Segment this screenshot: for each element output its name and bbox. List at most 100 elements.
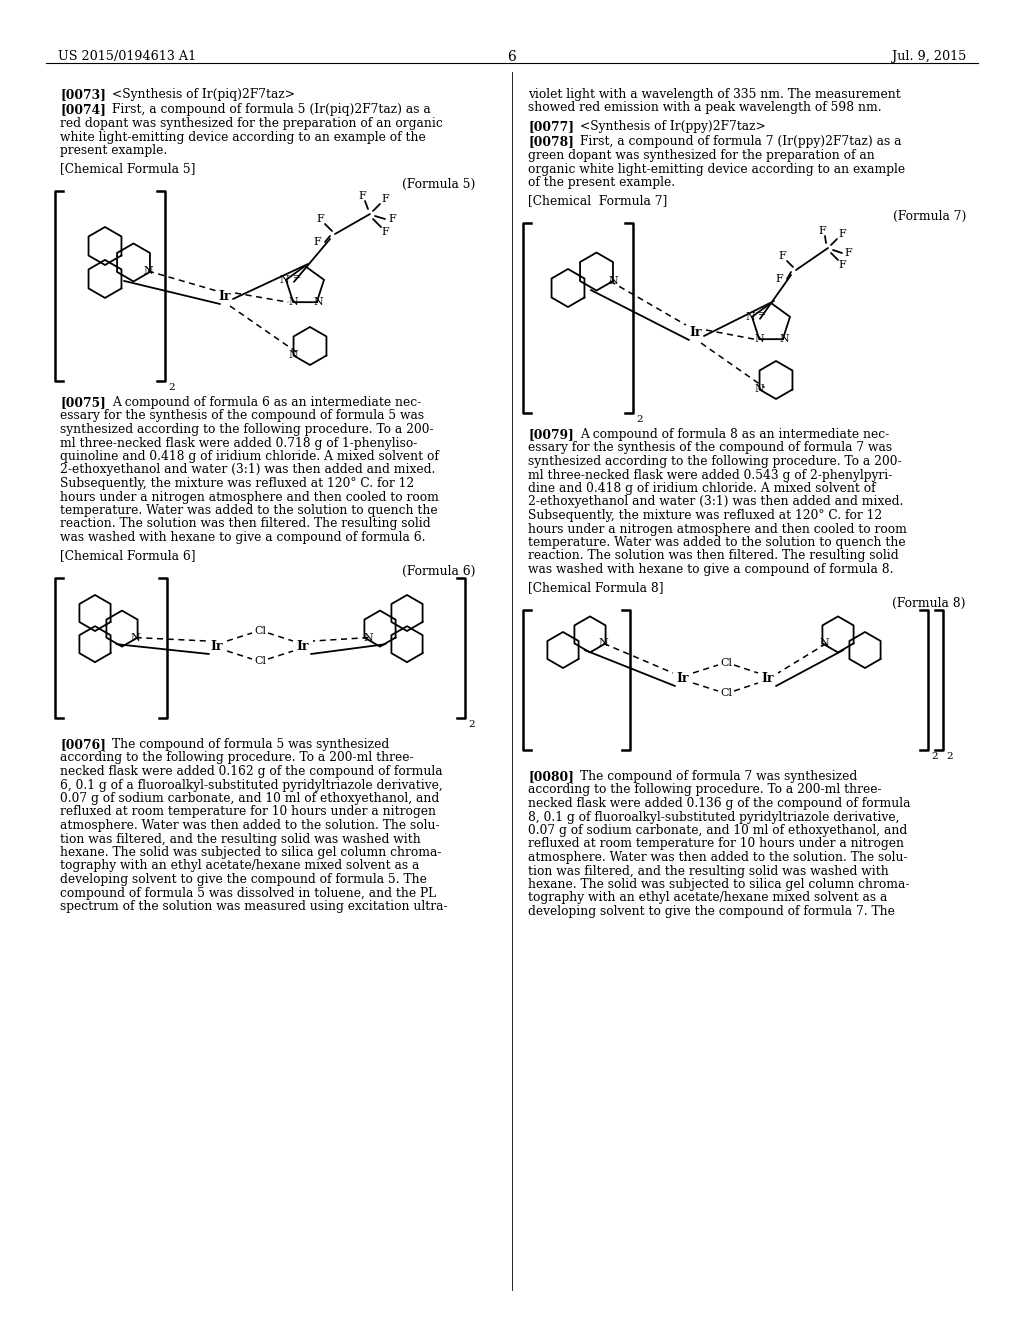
Text: 6, 0.1 g of a fluoroalkyl-substituted pyridyltriazole derivative,: 6, 0.1 g of a fluoroalkyl-substituted py… — [60, 779, 442, 792]
Text: First, a compound of formula 7 (Ir(ppy)2F7taz) as a: First, a compound of formula 7 (Ir(ppy)2… — [580, 136, 901, 149]
Text: atmosphere. Water was then added to the solution. The solu-: atmosphere. Water was then added to the … — [528, 851, 907, 865]
Text: developing solvent to give the compound of formula 5. The: developing solvent to give the compound … — [60, 873, 427, 886]
Text: [0078]: [0078] — [528, 136, 573, 149]
Text: =: = — [758, 310, 766, 319]
Text: F: F — [381, 227, 389, 238]
Text: 2: 2 — [636, 414, 643, 424]
Text: N: N — [143, 265, 153, 276]
Text: First, a compound of formula 5 (Ir(piq)2F7taz) as a: First, a compound of formula 5 (Ir(piq)2… — [112, 103, 431, 116]
Text: [0076]: [0076] — [60, 738, 105, 751]
Text: Ir: Ir — [219, 289, 231, 302]
Text: showed red emission with a peak wavelength of 598 nm.: showed red emission with a peak waveleng… — [528, 102, 882, 115]
Text: 2-ethoxyethanol and water (3:1) was then added and mixed.: 2-ethoxyethanol and water (3:1) was then… — [528, 495, 903, 508]
Text: hexane. The solid was subjected to silica gel column chroma-: hexane. The solid was subjected to silic… — [60, 846, 441, 859]
Text: Subsequently, the mixture was refluxed at 120° C. for 12: Subsequently, the mixture was refluxed a… — [528, 510, 883, 521]
Text: was washed with hexane to give a compound of formula 8.: was washed with hexane to give a compoun… — [528, 564, 894, 576]
Text: Ir: Ir — [677, 672, 689, 685]
Text: hours under a nitrogen atmosphere and then cooled to room: hours under a nitrogen atmosphere and th… — [528, 523, 907, 536]
Text: Cl: Cl — [254, 626, 266, 636]
Text: necked flask were added 0.162 g of the compound of formula: necked flask were added 0.162 g of the c… — [60, 766, 442, 777]
Text: white light-emitting device according to an example of the: white light-emitting device according to… — [60, 131, 426, 144]
Text: Subsequently, the mixture was refluxed at 120° C. for 12: Subsequently, the mixture was refluxed a… — [60, 477, 415, 490]
Text: F: F — [381, 194, 389, 205]
Text: [Chemical  Formula 7]: [Chemical Formula 7] — [528, 194, 668, 207]
Text: N: N — [314, 297, 324, 308]
Text: tion was filtered, and the resulting solid was washed with: tion was filtered, and the resulting sol… — [60, 833, 421, 846]
Text: The compound of formula 7 was synthesized: The compound of formula 7 was synthesize… — [580, 770, 857, 783]
Text: (Formula 8): (Formula 8) — [893, 597, 966, 610]
Text: 2: 2 — [168, 383, 175, 392]
Text: 2: 2 — [946, 752, 952, 762]
Text: F: F — [838, 228, 846, 239]
Text: A compound of formula 6 as an intermediate nec-: A compound of formula 6 as an intermedia… — [112, 396, 421, 409]
Text: 2: 2 — [468, 719, 475, 729]
Text: Cl: Cl — [254, 656, 266, 667]
Text: (Formula 5): (Formula 5) — [401, 178, 475, 191]
Text: 2: 2 — [931, 752, 938, 762]
Text: synthesized according to the following procedure. To a 200-: synthesized according to the following p… — [528, 455, 901, 469]
Text: spectrum of the solution was measured using excitation ultra-: spectrum of the solution was measured us… — [60, 900, 447, 913]
Text: <Synthesis of Ir(piq)2F7taz>: <Synthesis of Ir(piq)2F7taz> — [112, 88, 295, 102]
Text: [0074]: [0074] — [60, 103, 105, 116]
Text: according to the following procedure. To a 200-ml three-: according to the following procedure. To… — [528, 784, 882, 796]
Text: [Chemical Formula 8]: [Chemical Formula 8] — [528, 582, 664, 594]
Text: reaction. The solution was then filtered. The resulting solid: reaction. The solution was then filtered… — [528, 549, 899, 562]
Text: 8, 0.1 g of fluoroalkyl-substituted pyridyltriazole derivative,: 8, 0.1 g of fluoroalkyl-substituted pyri… — [528, 810, 899, 824]
Text: F: F — [388, 214, 396, 224]
Text: [0077]: [0077] — [528, 120, 574, 133]
Text: essary for the synthesis of the compound of formula 5 was: essary for the synthesis of the compound… — [60, 409, 424, 422]
Text: according to the following procedure. To a 200-ml three-: according to the following procedure. To… — [60, 751, 414, 764]
Text: US 2015/0194613 A1: US 2015/0194613 A1 — [58, 50, 197, 63]
Text: tography with an ethyl acetate/hexane mixed solvent as a: tography with an ethyl acetate/hexane mi… — [528, 891, 888, 904]
Text: ml three-necked flask were added 0.718 g of 1-phenyliso-: ml three-necked flask were added 0.718 g… — [60, 437, 418, 450]
Text: Ir: Ir — [297, 639, 309, 652]
Text: N: N — [780, 334, 790, 345]
Text: N: N — [364, 632, 374, 643]
Text: dine and 0.418 g of iridium chloride. A mixed solvent of: dine and 0.418 g of iridium chloride. A … — [528, 482, 876, 495]
Text: Cl: Cl — [720, 657, 732, 668]
Text: reaction. The solution was then filtered. The resulting solid: reaction. The solution was then filtered… — [60, 517, 431, 531]
Text: synthesized according to the following procedure. To a 200-: synthesized according to the following p… — [60, 422, 433, 436]
Text: green dopant was synthesized for the preparation of an: green dopant was synthesized for the pre… — [528, 149, 874, 162]
Text: N: N — [131, 632, 140, 643]
Text: 2-ethoxyethanol and water (3:1) was then added and mixed.: 2-ethoxyethanol and water (3:1) was then… — [60, 463, 435, 477]
Text: F: F — [818, 226, 826, 236]
Text: Jul. 9, 2015: Jul. 9, 2015 — [892, 50, 966, 63]
Text: present example.: present example. — [60, 144, 167, 157]
Text: [Chemical Formula 6]: [Chemical Formula 6] — [60, 549, 196, 562]
Text: F: F — [313, 238, 321, 247]
Text: tography with an ethyl acetate/hexane mixed solvent as a: tography with an ethyl acetate/hexane mi… — [60, 859, 420, 873]
Text: F: F — [775, 275, 783, 284]
Text: N: N — [289, 351, 298, 360]
Text: [0073]: [0073] — [60, 88, 105, 102]
Text: atmosphere. Water was then added to the solution. The solu-: atmosphere. Water was then added to the … — [60, 818, 439, 832]
Text: of the present example.: of the present example. — [528, 176, 675, 189]
Text: F: F — [838, 260, 846, 271]
Text: F: F — [316, 214, 324, 224]
Text: N: N — [745, 312, 755, 322]
Text: N: N — [608, 276, 617, 286]
Text: [0075]: [0075] — [60, 396, 105, 409]
Text: necked flask were added 0.136 g of the compound of formula: necked flask were added 0.136 g of the c… — [528, 797, 910, 810]
Text: [Chemical Formula 5]: [Chemical Formula 5] — [60, 162, 196, 176]
Text: A compound of formula 8 as an intermediate nec-: A compound of formula 8 as an intermedia… — [580, 428, 889, 441]
Text: [0079]: [0079] — [528, 428, 573, 441]
Text: Ir: Ir — [762, 672, 774, 685]
Text: <Synthesis of Ir(ppy)2F7taz>: <Synthesis of Ir(ppy)2F7taz> — [580, 120, 766, 133]
Text: organic white light-emitting device according to an example: organic white light-emitting device acco… — [528, 162, 905, 176]
Text: N: N — [289, 297, 298, 308]
Text: refluxed at room temperature for 10 hours under a nitrogen: refluxed at room temperature for 10 hour… — [528, 837, 904, 850]
Text: N: N — [280, 275, 289, 285]
Text: F: F — [358, 191, 366, 201]
Text: 0.07 g of sodium carbonate, and 10 ml of ethoxyethanol, and: 0.07 g of sodium carbonate, and 10 ml of… — [60, 792, 439, 805]
Text: ml three-necked flask were added 0.543 g of 2-phenylpyri-: ml three-necked flask were added 0.543 g… — [528, 469, 892, 482]
Text: refluxed at room temperature for 10 hours under a nitrogen: refluxed at room temperature for 10 hour… — [60, 805, 436, 818]
Text: =: = — [293, 273, 301, 282]
Text: F: F — [844, 248, 852, 257]
Text: compound of formula 5 was dissolved in toluene, and the PL: compound of formula 5 was dissolved in t… — [60, 887, 436, 899]
Text: Ir: Ir — [690, 326, 702, 339]
Text: 6: 6 — [508, 50, 516, 63]
Text: temperature. Water was added to the solution to quench the: temperature. Water was added to the solu… — [528, 536, 905, 549]
Text: red dopant was synthesized for the preparation of an organic: red dopant was synthesized for the prepa… — [60, 117, 442, 129]
Text: The compound of formula 5 was synthesized: The compound of formula 5 was synthesize… — [112, 738, 389, 751]
